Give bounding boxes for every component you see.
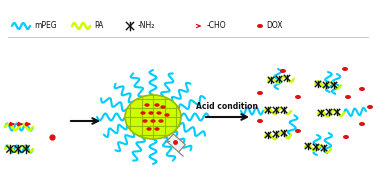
Ellipse shape [143,119,148,123]
Ellipse shape [295,95,301,99]
Text: -NH₂: -NH₂ [138,22,155,30]
Ellipse shape [158,119,164,123]
Ellipse shape [144,103,150,107]
Ellipse shape [257,91,263,95]
Ellipse shape [342,67,348,71]
Ellipse shape [155,103,160,107]
Ellipse shape [280,69,286,73]
Ellipse shape [257,24,263,28]
Ellipse shape [149,111,154,115]
Ellipse shape [367,105,373,109]
Ellipse shape [345,95,351,99]
Text: -CHO: -CHO [207,22,227,30]
Ellipse shape [140,111,146,115]
Text: PA: PA [94,22,103,30]
Ellipse shape [359,87,365,91]
Ellipse shape [164,113,170,117]
Ellipse shape [161,105,165,109]
Polygon shape [167,134,185,152]
Ellipse shape [343,135,349,139]
Ellipse shape [359,122,365,126]
Text: Acid condition: Acid condition [197,102,259,111]
Text: DOX: DOX [266,22,282,30]
Ellipse shape [295,129,301,133]
Ellipse shape [146,127,152,131]
Text: mPEG: mPEG [34,22,57,30]
Ellipse shape [150,119,156,123]
Ellipse shape [125,95,181,139]
Ellipse shape [155,127,160,131]
Ellipse shape [257,119,263,123]
Ellipse shape [156,111,162,115]
